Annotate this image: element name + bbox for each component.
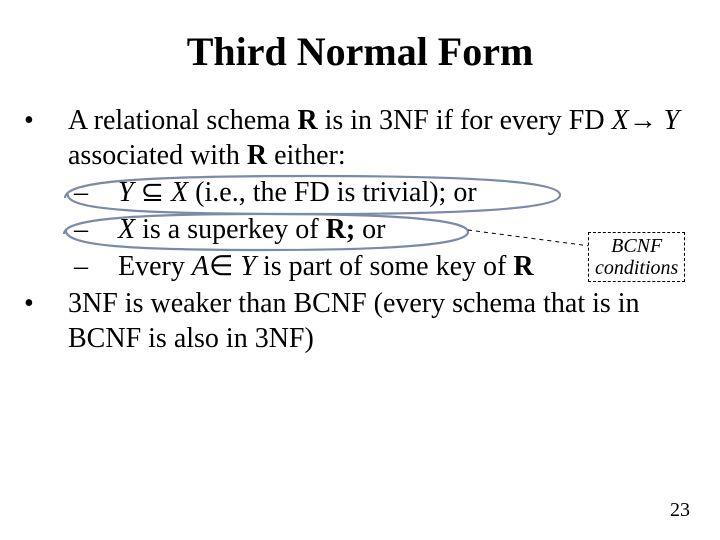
- annotation-line-1: BCNF: [595, 235, 678, 257]
- b1-arrow: →: [629, 105, 657, 136]
- s2-X: X: [118, 214, 135, 245]
- s3-A: A: [192, 251, 209, 282]
- s1-Y: Y: [118, 177, 141, 208]
- s1-X: X: [164, 177, 195, 208]
- b2-text: 3NF is weaker than BCNF (every schema th…: [68, 288, 640, 354]
- s1-rest: (i.e., the FD is trivial); or: [195, 177, 477, 208]
- b1-X: X: [612, 105, 629, 136]
- bullet-dot: •: [46, 103, 68, 138]
- bullet-1: •A relational schema R is in 3NF if for …: [46, 103, 680, 173]
- s3-R: R: [513, 251, 533, 282]
- s2-mid: is a superkey of: [135, 214, 326, 245]
- page-number: 23: [670, 499, 690, 522]
- sub-bullet-1: –Y ⊆ X (i.e., the FD is trivial); or: [96, 175, 680, 210]
- b1-Y: Y: [657, 105, 680, 136]
- bcnf-annotation: BCNF conditions: [588, 232, 685, 282]
- s3-mid: is part of some key of: [263, 251, 513, 282]
- bullet-2: •3NF is weaker than BCNF (every schema t…: [46, 286, 680, 356]
- s3-Y: Y: [233, 251, 263, 282]
- s2-R: R;: [326, 214, 363, 245]
- dash-2: –: [96, 212, 118, 247]
- b1-text-2: is in 3NF if for every FD: [318, 105, 612, 136]
- b1-R: R: [297, 105, 317, 136]
- b1-text-1: A relational schema: [68, 105, 297, 136]
- s3-pre: Every: [118, 251, 192, 282]
- slide: Third Normal Form •A relational schema R…: [0, 0, 720, 540]
- s2-or: or: [362, 214, 385, 245]
- annotation-line-2: conditions: [595, 257, 678, 279]
- bullet-dot-2: •: [46, 286, 68, 321]
- slide-title: Third Normal Form: [40, 28, 680, 75]
- b1-R2: R: [247, 140, 267, 171]
- s3-in: ∈: [209, 251, 233, 282]
- dash-3: –: [96, 249, 118, 284]
- b1-text-3: associated with: [68, 140, 247, 171]
- s1-subset: ⊆: [141, 177, 164, 208]
- b1-either: either:: [267, 140, 346, 171]
- dash-1: –: [96, 175, 118, 210]
